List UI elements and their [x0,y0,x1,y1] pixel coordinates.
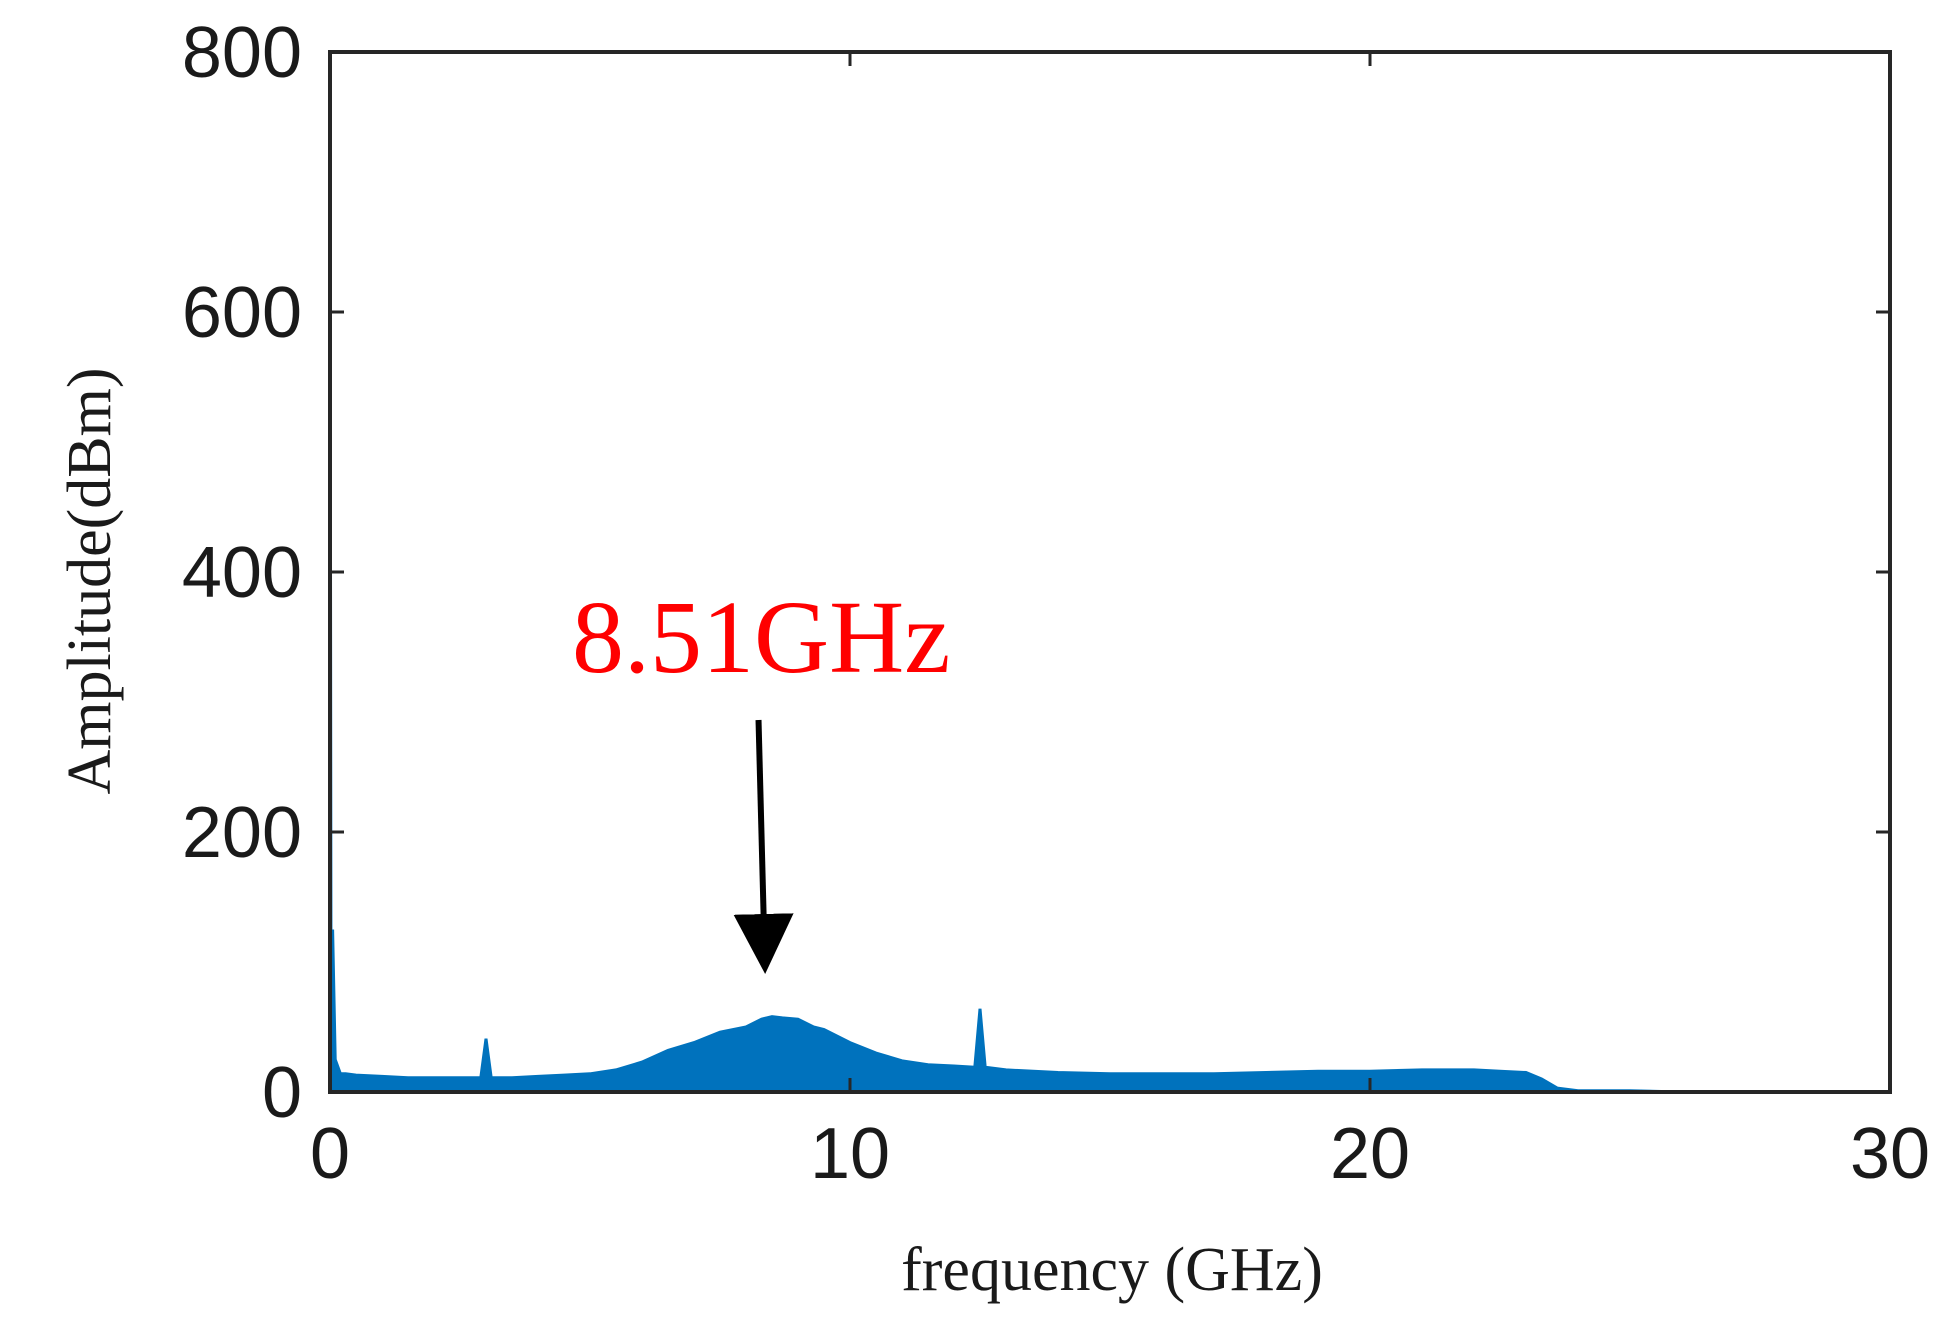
plot-frame [328,50,1892,1094]
annotation-label: 8.51GHz [572,580,950,695]
x-tick-label: 0 [310,1114,350,1194]
x-tick-label: 10 [810,1114,890,1194]
annotation-arrow [733,719,794,974]
y-tick-label: 0 [262,1053,302,1133]
y-tick-label: 800 [182,13,302,93]
x-tick-label: 20 [1330,1114,1410,1194]
y-tick-label: 400 [182,533,302,613]
x-axis-title: frequency (GHz) [901,1236,1323,1304]
y-axis-title: Amplitude(dBm) [56,367,124,794]
ticks-layer: 0 10 20 30 0 200 400 600 800 [182,13,1930,1194]
x-tick-label: 30 [1850,1114,1930,1194]
y-tick-label: 200 [182,793,302,873]
axes-layer [328,50,1892,1094]
series-area [328,136,1890,1094]
y-tick-label: 600 [182,273,302,353]
series-layer [328,136,1890,1094]
